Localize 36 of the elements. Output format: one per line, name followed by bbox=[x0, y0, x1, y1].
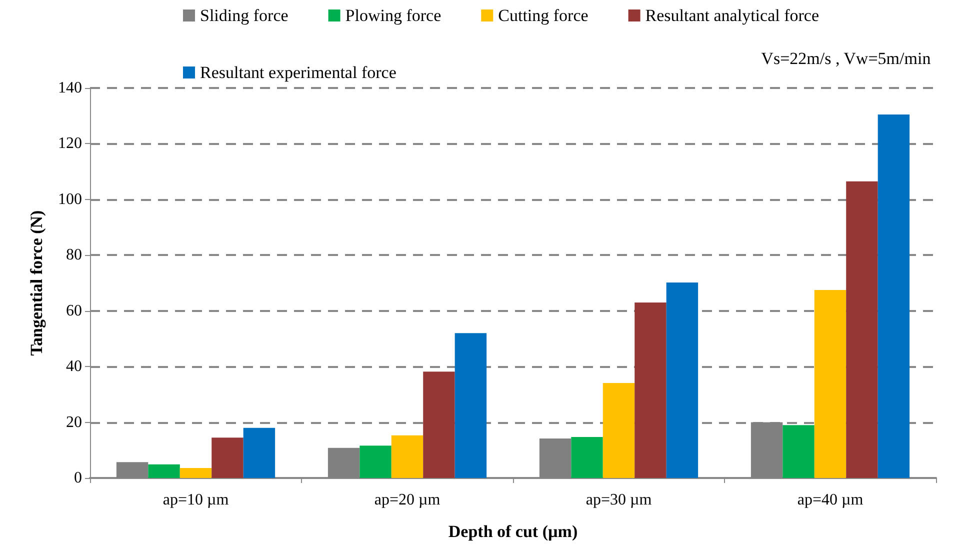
bar bbox=[634, 302, 666, 478]
x-tick-label: ap=30 µm bbox=[586, 492, 652, 508]
bar bbox=[454, 333, 487, 478]
bar bbox=[180, 468, 212, 478]
bar bbox=[212, 438, 244, 478]
x-axis-title: Depth of cut (µm) bbox=[448, 522, 578, 541]
bar bbox=[243, 428, 276, 478]
bar bbox=[423, 372, 455, 478]
bar bbox=[782, 425, 814, 478]
bar bbox=[391, 435, 424, 478]
y-tick-label: 40 bbox=[66, 358, 82, 376]
legend-label: Cutting force bbox=[498, 6, 588, 25]
legend-label: Resultant experimental force bbox=[200, 63, 396, 82]
y-tick-label: 20 bbox=[66, 414, 82, 431]
y-tick-label: 120 bbox=[58, 135, 82, 152]
legend-label: Plowing force bbox=[345, 6, 442, 25]
x-tick-label: ap=20 µm bbox=[374, 492, 441, 508]
bar bbox=[666, 282, 698, 478]
text: Vs=22m/s , Vw=5m/min bbox=[761, 49, 932, 68]
bar bbox=[878, 114, 910, 478]
x-tick-label: ap=10 µm bbox=[162, 492, 230, 508]
y-axis-title: Tangential force (N) bbox=[27, 210, 46, 356]
x-tick-label: ap=40 µm bbox=[797, 492, 864, 508]
bar bbox=[814, 290, 846, 478]
y-tick-label: 60 bbox=[66, 302, 82, 320]
legend-label: Resultant analytical force bbox=[645, 6, 819, 25]
y-tick-label: 0 bbox=[74, 470, 82, 486]
y-tick-label: 80 bbox=[66, 246, 82, 264]
bar bbox=[846, 181, 878, 478]
y-tick-label: 140 bbox=[58, 80, 82, 96]
bar bbox=[148, 464, 180, 478]
bar bbox=[571, 437, 603, 478]
legend-label: Sliding force bbox=[200, 6, 288, 25]
bar bbox=[602, 383, 635, 478]
bar bbox=[360, 446, 392, 478]
y-tick-label: 100 bbox=[58, 190, 82, 208]
